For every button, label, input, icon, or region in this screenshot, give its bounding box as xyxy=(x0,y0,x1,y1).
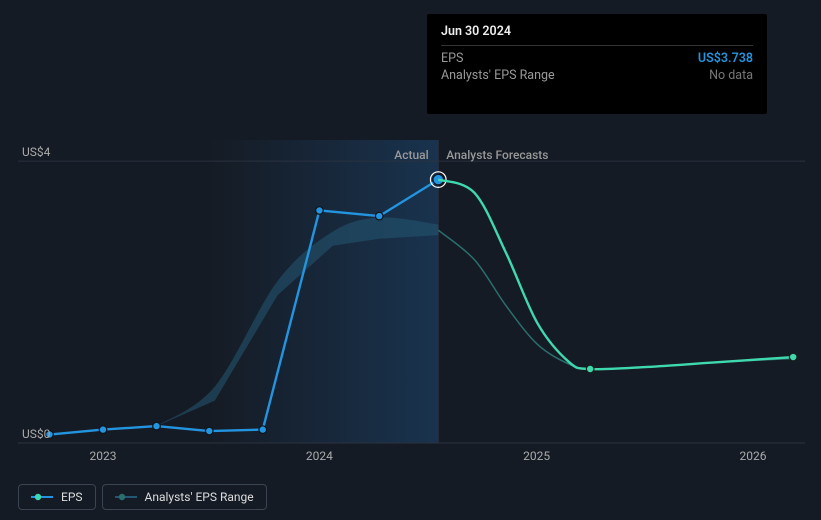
tooltip-value: No data xyxy=(709,68,753,83)
x-axis-tick-label: 2023 xyxy=(89,449,116,463)
legend: EPS Analysts' EPS Range xyxy=(18,484,267,510)
forecast-label: Analysts Forecasts xyxy=(446,148,548,162)
y-axis-tick-label: US$4 xyxy=(22,145,50,159)
tooltip-date: Jun 30 2024 xyxy=(441,24,753,45)
actual-label: Actual xyxy=(394,148,428,162)
tooltip-label: EPS xyxy=(441,51,463,66)
y-axis-tick-label: US$0 xyxy=(22,427,50,441)
hover-tooltip: Jun 30 2024 EPS US$3.738 Analysts' EPS R… xyxy=(427,14,767,114)
x-axis-tick-label: 2025 xyxy=(523,449,550,463)
legend-item-eps[interactable]: EPS xyxy=(18,484,96,510)
x-axis-tick-label: 2026 xyxy=(740,449,767,463)
eps-chart: Jun 30 2024 EPS US$3.738 Analysts' EPS R… xyxy=(0,0,821,520)
legend-label: EPS xyxy=(61,490,83,504)
legend-item-range[interactable]: Analysts' EPS Range xyxy=(102,484,267,510)
x-axis-tick-label: 2024 xyxy=(306,449,333,463)
tooltip-divider xyxy=(441,45,753,46)
tooltip-label: Analysts' EPS Range xyxy=(441,68,555,83)
tooltip-row-range: Analysts' EPS Range No data xyxy=(441,67,753,84)
legend-swatch-eps xyxy=(31,492,53,502)
legend-label: Analysts' EPS Range xyxy=(145,490,254,504)
tooltip-value: US$3.738 xyxy=(698,51,753,66)
tooltip-row-eps: EPS US$3.738 xyxy=(441,50,753,67)
legend-swatch-range xyxy=(115,492,137,502)
